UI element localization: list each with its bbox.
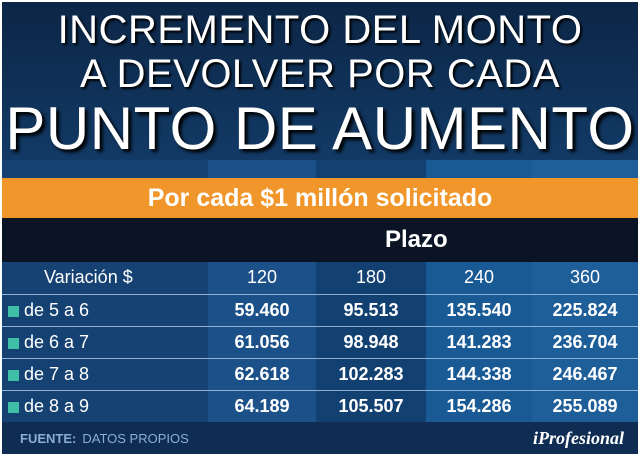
term-label: Plazo xyxy=(385,226,448,253)
table-row: de 7 a 8 62.618 102.283 144.338 246.467 xyxy=(2,358,638,391)
cell-value: 102.283 xyxy=(316,358,426,391)
square-bullet-icon xyxy=(8,401,19,413)
stripe-term-180 xyxy=(316,160,426,178)
amounts-table: Variación $ 120 180 240 360 de 5 a 6 59.… xyxy=(2,262,638,422)
header-term-120: 120 xyxy=(208,262,316,295)
row-range: de 8 a 9 xyxy=(2,390,208,422)
square-bullet-icon xyxy=(8,369,19,381)
cell-value: 105.507 xyxy=(316,390,426,422)
cell-value: 95.513 xyxy=(316,294,426,327)
table-row: de 5 a 6 59.460 95.513 135.540 225.824 xyxy=(2,294,638,327)
cell-value: 64.189 xyxy=(208,390,316,422)
source-credit: FUENTE: DATOS PROPIOS xyxy=(20,431,189,446)
square-bullet-icon xyxy=(8,305,19,317)
table-row: de 8 a 9 64.189 105.507 154.286 255.089 xyxy=(2,390,638,422)
cell-value: 141.283 xyxy=(426,326,532,359)
cell-value: 255.089 xyxy=(532,390,638,422)
term-header-bar: Plazo xyxy=(2,218,638,262)
cell-value: 61.056 xyxy=(208,326,316,359)
row-range: de 7 a 8 xyxy=(2,358,208,391)
source-label: FUENTE: xyxy=(20,431,77,446)
row-range: de 5 a 6 xyxy=(2,294,208,327)
cell-value: 59.460 xyxy=(208,294,316,327)
source-text: DATOS PROPIOS xyxy=(82,431,189,446)
stripe-term-120 xyxy=(208,160,316,178)
header-term-240: 240 xyxy=(426,262,532,295)
cell-value: 98.948 xyxy=(316,326,426,359)
stripe-term-240 xyxy=(426,160,532,178)
footer: FUENTE: DATOS PROPIOS iProfesional xyxy=(2,422,638,454)
cell-value: 246.467 xyxy=(532,358,638,391)
cell-value: 154.286 xyxy=(426,390,532,422)
header-term-180: 180 xyxy=(316,262,426,295)
headline: INCREMENTO DEL MONTO A DEVOLVER POR CADA… xyxy=(2,2,638,162)
brand-logo: iProfesional xyxy=(532,428,624,448)
headline-line-2: A DEVOLVER POR CADA xyxy=(79,52,560,96)
stripe-label-column xyxy=(2,160,208,178)
header-term-360: 360 xyxy=(532,262,638,295)
table-header-row: Variación $ 120 180 240 360 xyxy=(2,262,638,295)
headline-line-1: INCREMENTO DEL MONTO xyxy=(57,8,583,52)
table-row: de 6 a 7 61.056 98.948 141.283 236.704 xyxy=(2,326,638,359)
stripe-term-360 xyxy=(532,160,638,178)
cell-value: 135.540 xyxy=(426,294,532,327)
cell-value: 62.618 xyxy=(208,358,316,391)
cell-value: 236.704 xyxy=(532,326,638,359)
column-stripes xyxy=(2,160,638,178)
square-bullet-icon xyxy=(8,337,19,349)
header-variation: Variación $ xyxy=(2,262,208,295)
subtitle-bar: Por cada $1 millón solicitado xyxy=(2,178,638,218)
headline-line-3: PUNTO DE AUMENTO xyxy=(5,95,635,162)
cell-value: 144.338 xyxy=(426,358,532,391)
row-range: de 6 a 7 xyxy=(2,326,208,359)
cell-value: 225.824 xyxy=(532,294,638,327)
